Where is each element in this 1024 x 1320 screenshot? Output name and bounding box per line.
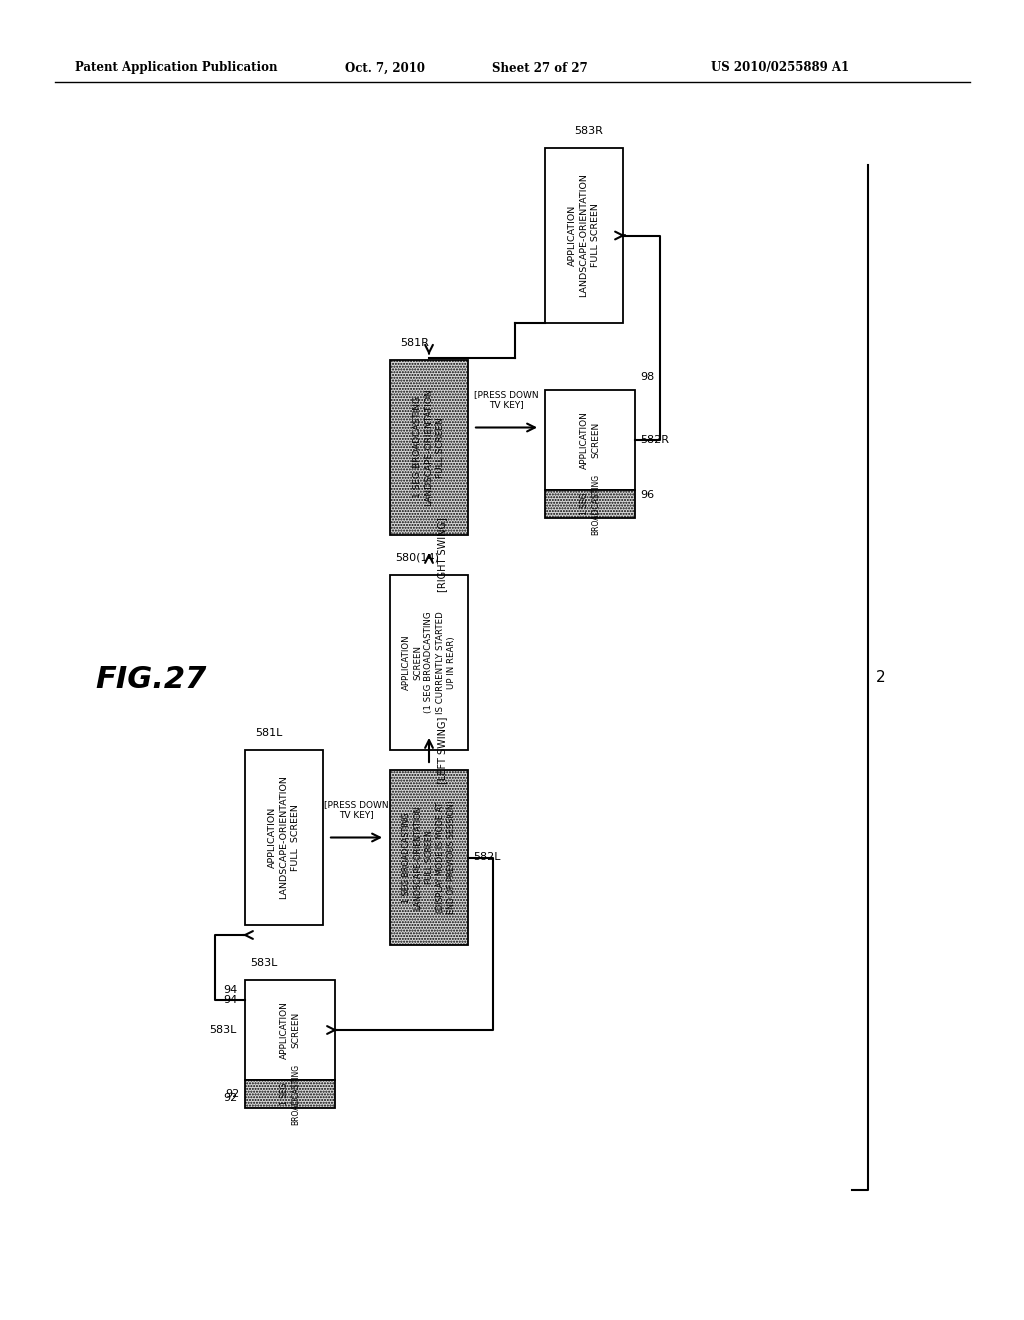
Text: 581R: 581R: [400, 338, 429, 348]
Text: Sheet 27 of 27: Sheet 27 of 27: [493, 62, 588, 74]
Text: 582R: 582R: [640, 436, 669, 445]
Text: [PRESS DOWN
TV KEY]: [PRESS DOWN TV KEY]: [474, 391, 539, 409]
Bar: [545, 148, 623, 323]
Text: Patent Application Publication: Patent Application Publication: [75, 62, 278, 74]
Text: 1 SEG
BROADCASTING: 1 SEG BROADCASTING: [280, 1064, 300, 1125]
Text: 96: 96: [640, 490, 654, 500]
Text: 94: 94: [223, 985, 237, 995]
Text: [LEFT SWING]: [LEFT SWING]: [437, 717, 447, 784]
Bar: [245, 1080, 335, 1107]
Text: 94: 94: [223, 995, 237, 1005]
Bar: [245, 750, 323, 925]
Text: APPLICATION
LANDSCAPE-ORIENTATION
FULL  SCREEN: APPLICATION LANDSCAPE-ORIENTATION FULL S…: [268, 776, 300, 899]
Text: APPLICATION
SCREEN
(1 SEG BROADCASTING
IS CURRENTLY STARTED
UP IN REAR): APPLICATION SCREEN (1 SEG BROADCASTING I…: [402, 611, 456, 714]
Text: 1 SEG
BROADCASTING: 1 SEG BROADCASTING: [580, 474, 600, 535]
Bar: [545, 490, 635, 517]
Text: 2: 2: [876, 671, 886, 685]
Text: Oct. 7, 2010: Oct. 7, 2010: [345, 62, 425, 74]
Text: 92: 92: [225, 1089, 240, 1100]
Text: 583L: 583L: [210, 1026, 237, 1035]
Text: 583R: 583R: [574, 125, 603, 136]
Text: [RIGHT SWING]: [RIGHT SWING]: [437, 517, 447, 593]
Text: APPLICATION
SCREEN: APPLICATION SCREEN: [280, 1001, 300, 1059]
Text: 582L: 582L: [473, 853, 501, 862]
Bar: [245, 979, 335, 1080]
Text: 1 SEG BROADCASTING
LANDSCAPE-ORIENTATION
FULL SCREEN: 1 SEG BROADCASTING LANDSCAPE-ORIENTATION…: [414, 388, 444, 507]
Bar: [390, 360, 468, 535]
Text: 580(14): 580(14): [395, 553, 439, 564]
Bar: [390, 576, 468, 750]
Text: APPLICATION
SCREEN: APPLICATION SCREEN: [580, 411, 600, 469]
Text: 92: 92: [223, 1093, 237, 1104]
Text: US 2010/0255889 A1: US 2010/0255889 A1: [711, 62, 849, 74]
Text: [PRESS DOWN
TV KEY]: [PRESS DOWN TV KEY]: [325, 800, 389, 820]
Text: 98: 98: [640, 372, 654, 381]
Text: 581L: 581L: [255, 729, 283, 738]
Bar: [390, 770, 468, 945]
Text: 583L: 583L: [250, 958, 278, 968]
Text: FIG.27: FIG.27: [95, 665, 207, 694]
Text: APPLICATION
LANDSCAPE-ORIENTATION
FULL SCREEN: APPLICATION LANDSCAPE-ORIENTATION FULL S…: [568, 173, 600, 297]
Text: 1 SEG BROADCASTING
LANDSCAPE-ORIENTATION
FULL SCREEN
(DISPLAY MODE IS MODE AT
EN: 1 SEG BROADCASTING LANDSCAPE-ORIENTATION…: [402, 800, 456, 915]
Bar: [545, 389, 635, 490]
